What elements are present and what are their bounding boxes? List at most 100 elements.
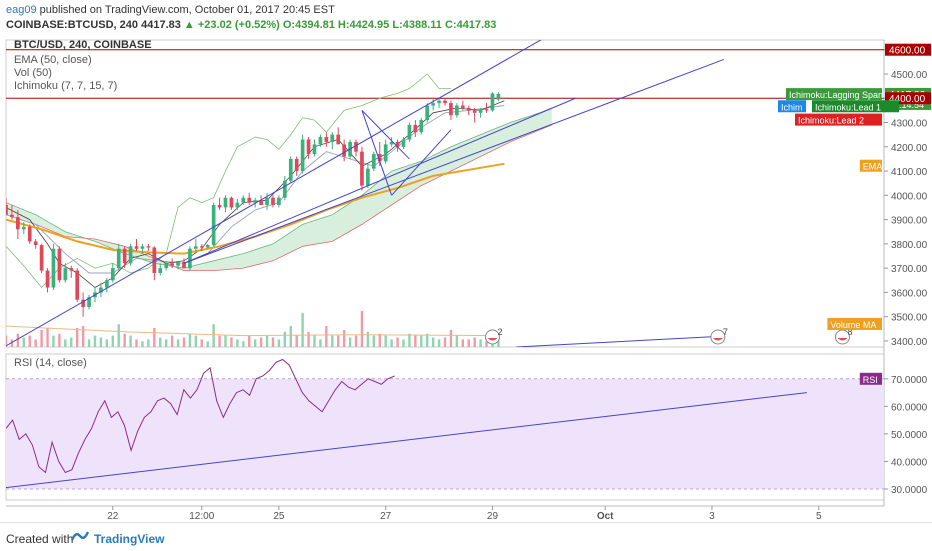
candle-body	[259, 200, 263, 206]
rsi-tick-label: 60.0000	[891, 402, 928, 413]
candle-body	[75, 270, 80, 300]
price-tick-label: 3700.00	[891, 264, 928, 275]
price-axis-tag-label: 4400.00	[889, 94, 926, 105]
volume-bar	[135, 339, 138, 347]
candle-body	[389, 141, 394, 145]
candle-body	[99, 287, 103, 293]
indicator-tag-label: RSI	[863, 375, 878, 385]
volume-bar	[22, 337, 25, 347]
price-axis-tag-label: 4600.00	[889, 46, 926, 57]
time-tick-label: 12:00	[189, 511, 214, 522]
last-price: 4417.83	[141, 19, 181, 31]
price-tick-label: 4300.00	[891, 119, 928, 130]
tradingview-logo-icon	[70, 531, 90, 541]
volume-bar	[212, 324, 215, 347]
candle-body	[282, 180, 287, 198]
chart-header: eag09 published on TradingView.com, Octo…	[0, 0, 932, 36]
volume-bar	[295, 335, 298, 347]
indicator-tag	[786, 88, 882, 101]
event-badge-icon	[484, 329, 500, 345]
indicator-tag	[859, 159, 882, 172]
candle-body	[253, 200, 258, 203]
volume-bar	[420, 335, 423, 347]
symbol-label: COINBASE:BTCUSD, 240	[6, 19, 139, 31]
volume-bar	[455, 335, 459, 347]
volume-bar	[159, 337, 162, 347]
rsi-tick-label: 50.0000	[891, 430, 928, 441]
volume-bar	[117, 324, 120, 347]
volume-bar	[253, 339, 257, 347]
indicator-tag	[778, 100, 806, 113]
rsi-tick-label: 40.0000	[891, 457, 928, 468]
candle-body	[419, 120, 424, 133]
price-axis-tag	[885, 43, 931, 56]
volume-bar	[443, 337, 447, 347]
volume-bar	[75, 328, 79, 347]
volume-bar	[188, 333, 192, 347]
volume-bar	[378, 333, 381, 347]
candle-body	[360, 151, 364, 186]
volume-bar	[313, 335, 316, 347]
event-badge-count: 7	[723, 327, 728, 337]
rsi-line	[6, 358, 395, 474]
volume-bar	[248, 335, 251, 347]
price-change: ▲ +23.02 (+0.52%)	[183, 19, 280, 31]
candle-body	[288, 158, 293, 181]
tradingview-brand[interactable]: TradingView	[94, 532, 165, 546]
volume-bar	[99, 337, 103, 347]
event-badge-flag-icon	[837, 338, 848, 341]
ichimoku-lead2-line	[6, 124, 552, 272]
candle-body	[460, 105, 465, 108]
volume-bar	[372, 335, 376, 347]
candle-body	[277, 197, 281, 206]
candle-body	[140, 246, 145, 249]
volume-bar	[58, 333, 61, 347]
volume-bar	[242, 341, 245, 347]
candle-body	[69, 268, 74, 271]
volume-bar	[164, 339, 168, 347]
event-badge-count: 8	[847, 327, 852, 337]
candle-body	[437, 100, 441, 104]
created-with-text: Created with	[6, 532, 74, 546]
candle-body	[57, 248, 62, 281]
volume-bar	[28, 335, 31, 347]
author-link[interactable]: eag09	[6, 4, 37, 16]
candle-body	[116, 248, 121, 269]
volume-bar	[16, 333, 20, 347]
rsi-trendline	[6, 392, 807, 489]
candle-body	[134, 246, 139, 249]
candle-body	[336, 134, 341, 145]
volume-bar	[236, 339, 239, 347]
price-tick-label: 4500.00	[891, 70, 928, 81]
volume-bar	[182, 337, 186, 347]
candle-body	[312, 144, 317, 155]
rsi-tick-label: 70.0000	[891, 375, 928, 386]
candle-body	[205, 245, 210, 248]
candle-body	[407, 124, 412, 140]
price-tick-label: 3800.00	[891, 240, 928, 251]
volume-bar	[431, 337, 435, 347]
volume-bar	[111, 335, 114, 347]
indicator-tag	[795, 113, 882, 126]
candle-body	[164, 263, 169, 269]
event-badge-flag-icon	[487, 338, 498, 341]
candle-body	[16, 217, 20, 230]
volume-bar	[224, 335, 227, 347]
price-chart[interactable]: 2784600.004500.004400.004300.004200.0041…	[0, 36, 932, 522]
candle-body	[110, 268, 115, 281]
volume-bar	[176, 339, 180, 347]
price-tick-label: 3600.00	[891, 288, 928, 299]
candle-body	[324, 137, 329, 142]
volume-bar	[271, 337, 275, 347]
volume-ma-line	[6, 325, 499, 337]
candle-body	[182, 262, 186, 269]
candle-body	[247, 197, 252, 203]
candle-body	[211, 205, 216, 246]
candle-body	[193, 246, 198, 249]
high-value: H:4424.95	[337, 19, 390, 31]
trendline	[6, 40, 542, 347]
time-tick-label: 25	[273, 511, 285, 522]
ichimoku-lead1-line	[6, 107, 552, 269]
candle-body	[6, 205, 8, 215]
indicator-tag	[827, 317, 882, 330]
